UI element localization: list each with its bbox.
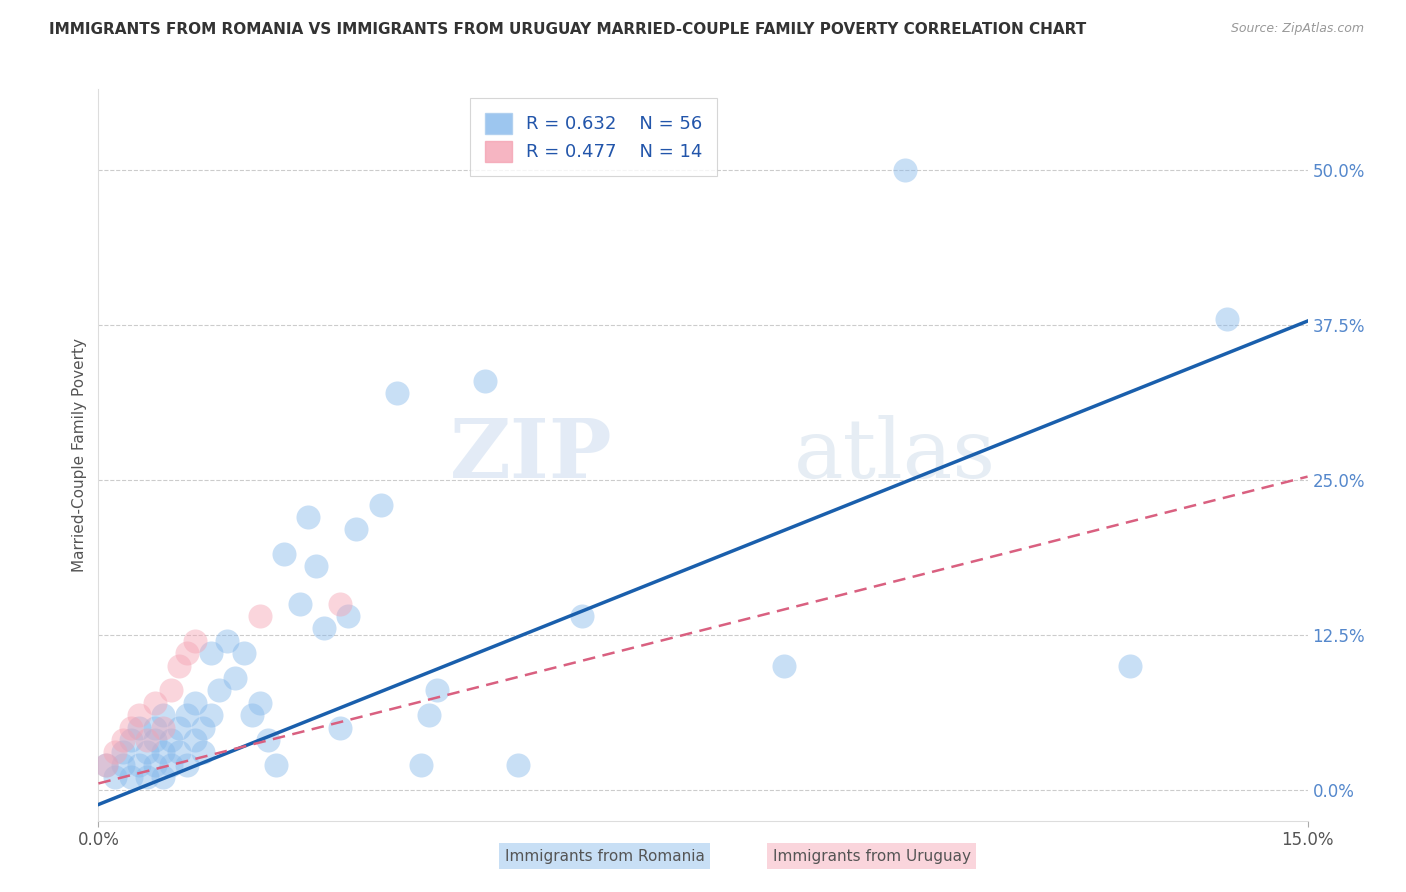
Point xyxy=(128,708,150,723)
Point xyxy=(143,757,166,772)
Point xyxy=(571,609,593,624)
Y-axis label: Married-Couple Family Poverty: Married-Couple Family Poverty xyxy=(72,338,87,572)
Point xyxy=(297,509,319,524)
Point xyxy=(128,721,150,735)
Text: Immigrants from Romania: Immigrants from Romania xyxy=(505,849,704,863)
Point xyxy=(143,721,166,735)
Point xyxy=(120,770,142,784)
Point xyxy=(772,658,794,673)
Point xyxy=(217,633,239,648)
Point xyxy=(152,746,174,760)
Point xyxy=(249,609,271,624)
Point xyxy=(409,757,432,772)
Point xyxy=(152,770,174,784)
Point xyxy=(337,609,360,624)
Point xyxy=(474,374,496,388)
Point xyxy=(135,770,157,784)
Point xyxy=(143,696,166,710)
Point xyxy=(249,696,271,710)
Point xyxy=(96,757,118,772)
Point xyxy=(160,733,183,747)
Legend: R = 0.632    N = 56, R = 0.477    N = 14: R = 0.632 N = 56, R = 0.477 N = 14 xyxy=(470,98,717,176)
Point xyxy=(264,757,287,772)
Point xyxy=(256,733,278,747)
Text: ZIP: ZIP xyxy=(450,415,613,495)
Point xyxy=(111,757,134,772)
Point xyxy=(128,757,150,772)
Point xyxy=(426,683,449,698)
Point xyxy=(273,547,295,561)
Point xyxy=(167,658,190,673)
Point xyxy=(344,522,367,536)
Point xyxy=(152,721,174,735)
Point xyxy=(893,162,915,177)
Text: atlas: atlas xyxy=(793,415,995,495)
Point xyxy=(200,708,222,723)
Point xyxy=(176,646,198,660)
Point xyxy=(208,683,231,698)
Point xyxy=(103,746,125,760)
Point xyxy=(329,721,352,735)
Point xyxy=(314,622,336,636)
Point xyxy=(160,683,183,698)
Point xyxy=(418,708,440,723)
Point xyxy=(176,757,198,772)
Point xyxy=(143,733,166,747)
Point xyxy=(135,733,157,747)
Point xyxy=(370,498,392,512)
Point xyxy=(160,757,183,772)
Point xyxy=(176,708,198,723)
Point xyxy=(240,708,263,723)
Point xyxy=(103,770,125,784)
Point xyxy=(200,646,222,660)
Point xyxy=(184,733,207,747)
Point xyxy=(111,746,134,760)
Point xyxy=(288,597,311,611)
Point xyxy=(1216,311,1239,326)
Point xyxy=(135,746,157,760)
Text: IMMIGRANTS FROM ROMANIA VS IMMIGRANTS FROM URUGUAY MARRIED-COUPLE FAMILY POVERTY: IMMIGRANTS FROM ROMANIA VS IMMIGRANTS FR… xyxy=(49,22,1087,37)
Text: Source: ZipAtlas.com: Source: ZipAtlas.com xyxy=(1230,22,1364,36)
Point xyxy=(193,721,215,735)
Point xyxy=(305,559,328,574)
Point xyxy=(167,721,190,735)
Point xyxy=(96,757,118,772)
Point xyxy=(120,733,142,747)
Point xyxy=(152,708,174,723)
Point xyxy=(232,646,254,660)
Point xyxy=(193,746,215,760)
Point xyxy=(111,733,134,747)
Point xyxy=(385,386,408,401)
Point xyxy=(1119,658,1142,673)
Text: Immigrants from Uruguay: Immigrants from Uruguay xyxy=(773,849,970,863)
Point xyxy=(184,633,207,648)
Point xyxy=(184,696,207,710)
Point xyxy=(120,721,142,735)
Point xyxy=(167,746,190,760)
Point xyxy=(224,671,246,685)
Point xyxy=(329,597,352,611)
Point xyxy=(506,757,529,772)
